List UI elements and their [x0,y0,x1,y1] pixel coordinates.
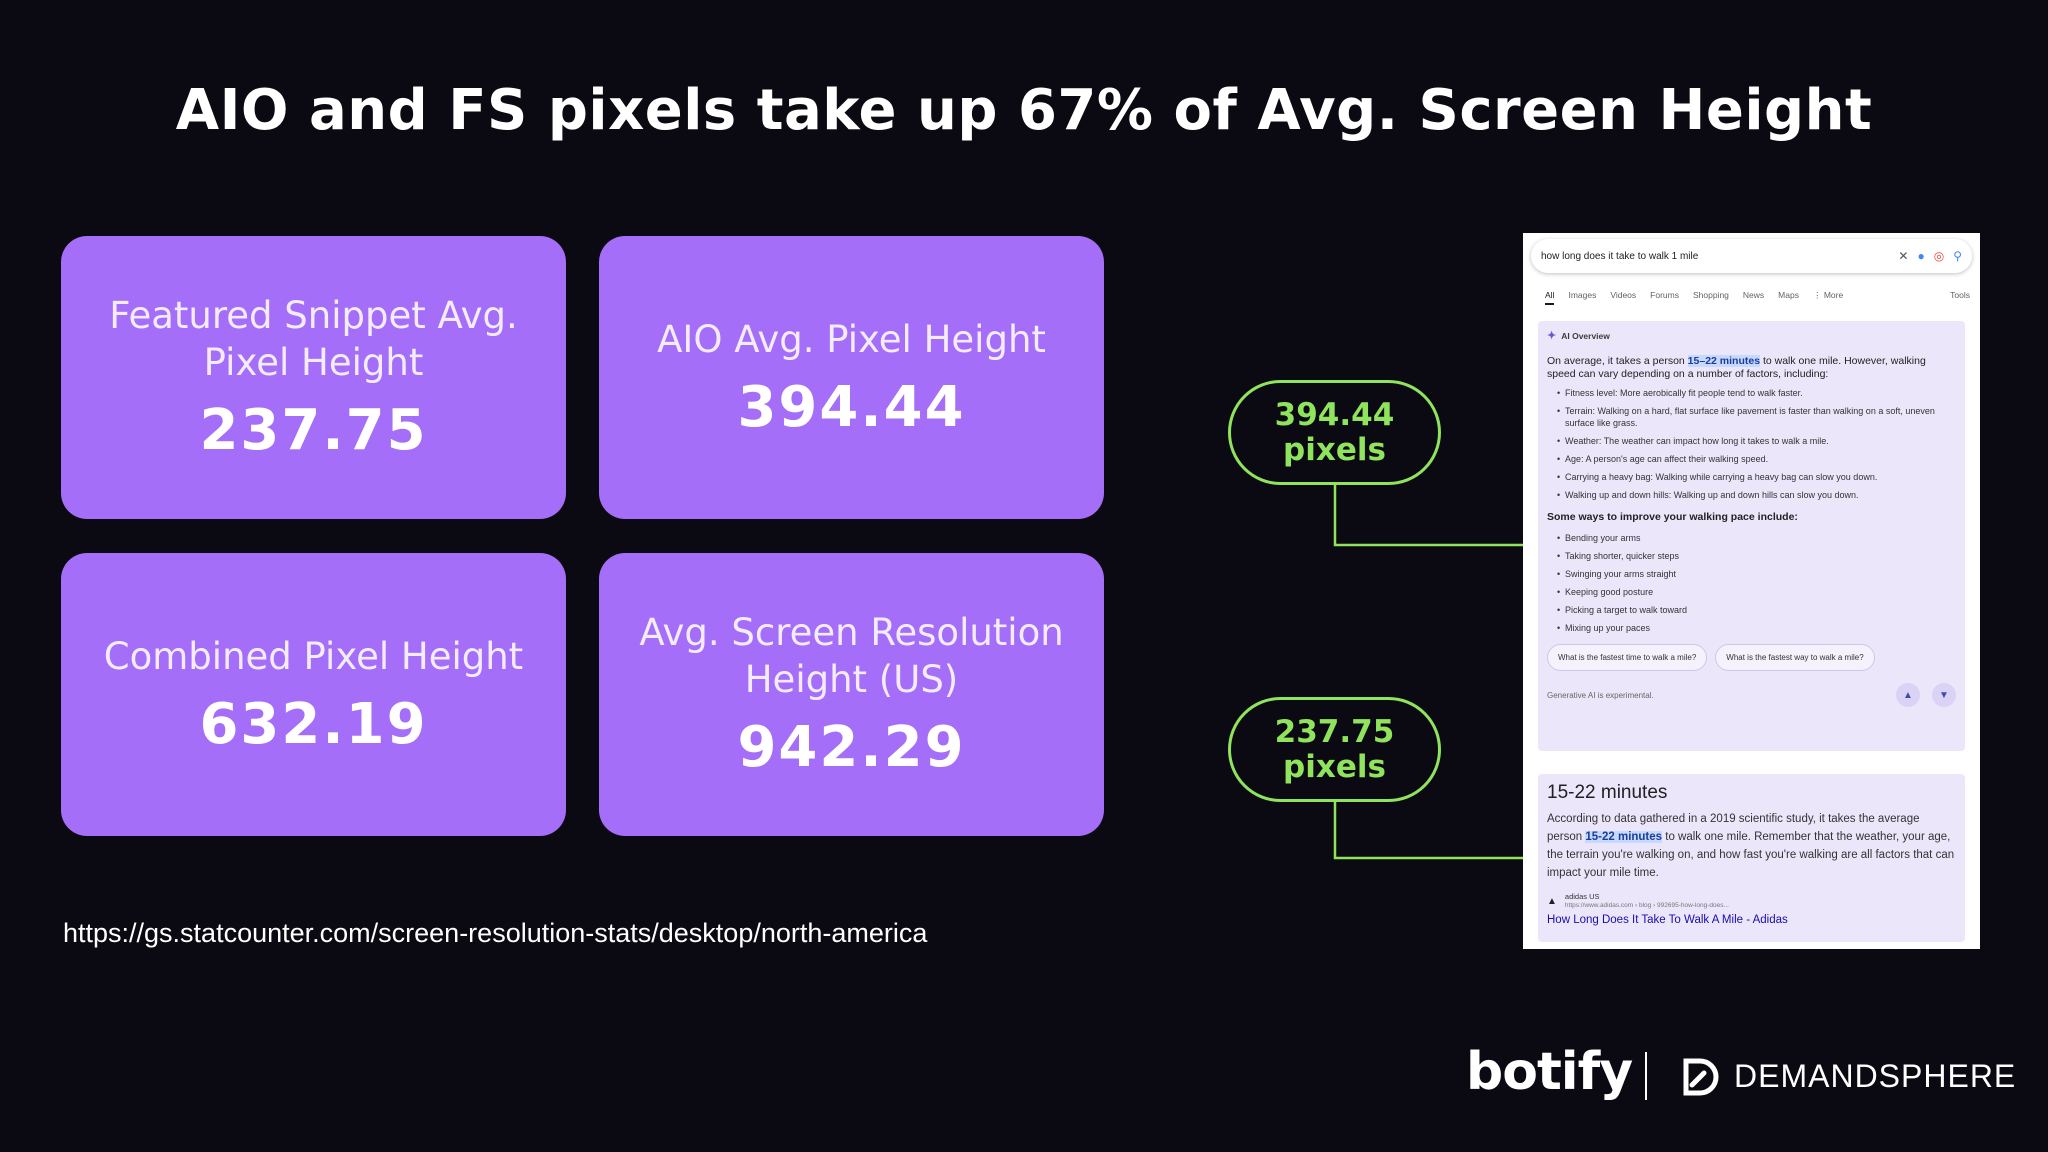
microphone-icon[interactable]: ● [1917,249,1925,263]
callout-value: 394.44 [1274,396,1395,433]
sparkle-icon: ✦ [1547,330,1557,342]
thumbs-down-icon[interactable]: ▼ [1932,683,1956,707]
fs-result-link[interactable]: How Long Does It Take To Walk A Mile - A… [1547,914,1788,926]
card-value: 942.29 [737,715,966,780]
card-label: Avg. Screen Resolution Height (US) [639,611,1064,701]
list-item: Terrain: Walking on a hard, flat surface… [1557,405,1956,429]
callout-unit: pixels [1283,431,1386,468]
page-title: AIO and FS pixels take up 67% of Avg. Sc… [175,78,1873,143]
search-bar[interactable]: how long does it take to walk 1 mile ✕ ●… [1531,239,1972,273]
callout-aio-pixels: 394.44 pixels [1228,380,1441,485]
botify-logo: botify [1466,1042,1633,1102]
aio-highlight: 15–22 minutes [1687,355,1761,367]
fs-source: ▲ adidas US https://www.adidas.com › blo… [1547,892,1956,910]
tab-videos[interactable]: Videos [1610,290,1637,300]
related-questions: What is the fastest time to walk a mile?… [1547,644,1956,671]
tab-images[interactable]: Images [1568,290,1597,300]
callout-fs-pixels: 237.75 pixels [1228,697,1441,802]
tab-news[interactable]: News [1742,290,1765,300]
logo-divider [1645,1052,1647,1100]
card-label: AIO Avg. Pixel Height [657,317,1046,361]
card-combined: Combined Pixel Height 632.19 [61,553,566,836]
thumbs-up-icon[interactable]: ▲ [1896,683,1920,707]
search-query: how long does it take to walk 1 mile [1541,250,1699,262]
list-item: Taking shorter, quicker steps [1557,550,1956,562]
featured-snippet: 15-22 minutes According to data gathered… [1538,774,1965,942]
list-item: Walking up and down hills: Walking up an… [1557,489,1956,501]
aio-intro-text: On average, it takes a person [1547,355,1688,367]
card-value: 394.44 [737,374,966,440]
search-icon[interactable]: ⚲ [1953,249,1962,263]
list-item: Mixing up your paces [1557,622,1956,634]
tab-forums[interactable]: Forums [1650,290,1679,300]
fs-title: 15-22 minutes [1547,782,1668,803]
list-item: Age: A person's age can affect their wal… [1557,453,1956,465]
fs-body-text: According to data gathered in a 2019 sci… [1547,813,1920,843]
card-label: Combined Pixel Height [103,634,524,678]
fs-body: According to data gathered in a 2019 sci… [1547,810,1956,882]
aio-intro-text: to walk one mile. However, walking speed… [1547,355,1926,380]
fs-highlight: 15-22 minutes [1585,831,1663,843]
demandsphere-logo: DEMANDSPHERE [1734,1058,2017,1094]
card-aio: AIO Avg. Pixel Height 394.44 [599,236,1104,519]
card-screen-resolution: Avg. Screen Resolution Height (US) 942.2… [599,553,1104,836]
card-value: 632.19 [199,691,428,757]
camera-icon[interactable]: ◎ [1933,249,1945,263]
aio-subheading: Some ways to improve your walking pace i… [1547,511,1798,523]
list-item: Weather: The weather can impact how long… [1557,435,1956,447]
callout-unit: pixels [1283,748,1386,785]
aio-heading-text: AI Overview [1561,331,1610,341]
aio-disclaimer: Generative AI is experimental. [1547,690,1654,700]
card-featured-snippet: Featured Snippet Avg. Pixel Height 237.7… [61,236,566,519]
fs-body-text: to walk one mile. Remember that the weat… [1547,831,1955,879]
serp-tabs: All Images Videos Forums Shopping News M… [1545,290,1970,305]
ai-overview: ✦ AI Overview On average, it takes a per… [1538,321,1965,751]
aio-tip-list: Bending your arms Taking shorter, quicke… [1557,532,1956,634]
callout-value: 237.75 [1274,713,1395,750]
serp-screenshot: how long does it take to walk 1 mile ✕ ●… [1523,233,1980,949]
close-icon[interactable]: ✕ [1898,249,1909,263]
fs-site-name: adidas US [1564,892,1600,901]
tab-maps[interactable]: Maps [1778,290,1799,300]
list-item: Swinging your arms straight [1557,568,1956,580]
list-item: Picking a target to walk toward [1557,604,1956,616]
demandsphere-logo-icon [1683,1058,1719,1096]
aio-factor-list: Fitness level: More aerobically fit peop… [1557,387,1956,501]
tab-more[interactable]: ⋮ More [1812,290,1844,300]
source-link[interactable]: https://gs.statcounter.com/screen-resolu… [63,918,928,948]
aio-intro: On average, it takes a person 15–22 minu… [1547,355,1956,381]
list-item: Bending your arms [1557,532,1956,544]
aio-footer: Generative AI is experimental. ▲ ▼ [1547,683,1956,707]
list-item: Carrying a heavy bag: Walking while carr… [1557,471,1956,483]
tab-tools[interactable]: Tools [1950,290,1970,300]
aio-heading: ✦ AI Overview [1547,330,1956,343]
list-item: Fitness level: More aerobically fit peop… [1557,387,1956,399]
tab-shopping[interactable]: Shopping [1692,290,1729,300]
card-label: Featured Snippet Avg. Pixel Height [109,294,518,384]
fs-site-url: https://www.adidas.com › blog › 992695-h… [1564,902,1729,909]
card-value: 237.75 [199,398,428,463]
list-item: Keeping good posture [1557,586,1956,598]
related-chip[interactable]: What is the fastest time to walk a mile? [1547,644,1708,671]
tab-all[interactable]: All [1545,290,1555,305]
adidas-logo-icon: ▲ [1547,895,1557,907]
related-chip[interactable]: What is the fastest way to walk a mile? [1715,644,1875,671]
